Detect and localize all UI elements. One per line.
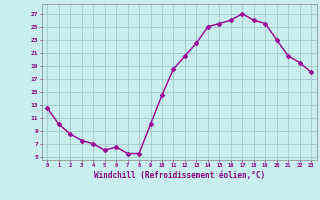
X-axis label: Windchill (Refroidissement éolien,°C): Windchill (Refroidissement éolien,°C) <box>94 171 265 180</box>
